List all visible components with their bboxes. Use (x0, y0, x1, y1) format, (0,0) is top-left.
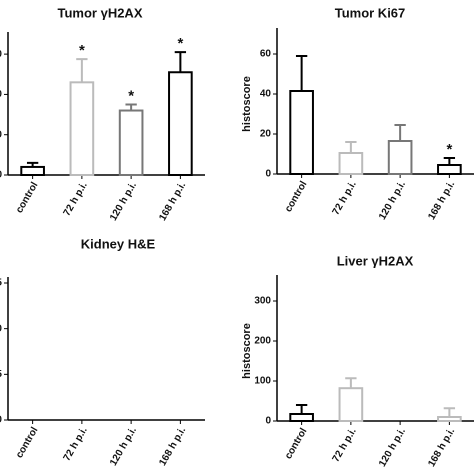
error-bar (345, 141, 357, 153)
error-bar (394, 124, 406, 141)
x-tick-label: 168 h p.i. (426, 179, 457, 222)
x-tick-label: 168 h p.i. (157, 425, 188, 468)
chart-title: Liver γH2AX (337, 253, 414, 268)
error-bar (443, 407, 456, 417)
chart-title: Tumor Ki67 (335, 5, 406, 20)
x-tick-label: 168 h p.i. (426, 426, 457, 469)
y-axis-label: histoscore (241, 323, 253, 379)
y-tick-label: 0 (0, 170, 2, 181)
y-axis-label: histoscore (241, 76, 253, 132)
x-tick-label: 72 h p.i. (331, 426, 359, 464)
chart-title: Kidney H&E (81, 236, 156, 251)
chart-title: Tumor γH2AX (58, 5, 143, 20)
y-tick-label: 100 (254, 376, 271, 387)
x-tick-label: control (14, 180, 41, 215)
x-tick-label: control (283, 179, 310, 214)
error-bar (295, 404, 308, 414)
error-bar (76, 58, 88, 83)
bar (338, 387, 364, 423)
bar (338, 152, 364, 175)
x-tick-label: 120 h p.i. (108, 180, 139, 223)
y-tick-label: 0 (265, 169, 271, 180)
bar (437, 164, 462, 175)
significance-marker: * (446, 141, 452, 158)
bar (437, 416, 462, 422)
error-bar (125, 103, 137, 111)
y-tick-label: 40 (260, 89, 272, 100)
x-tick-label: control (283, 426, 310, 461)
x-tick-label: 120 h p.i. (108, 425, 139, 468)
y-tick-label: 40 (0, 89, 2, 100)
x-tick-label: 72 h p.i. (62, 425, 90, 463)
bar (69, 81, 95, 176)
x-tick-label: 72 h p.i. (62, 180, 90, 218)
bar (118, 109, 144, 176)
bar (289, 413, 314, 422)
error-bar (443, 157, 456, 165)
y-tick-label: 20 (0, 129, 2, 140)
x-tick-label: 120 h p.i. (377, 426, 408, 469)
y-tick-label: 200 (254, 336, 271, 347)
y-tick-label: 1.5 (0, 278, 2, 289)
y-tick-label: 0.0 (0, 415, 2, 426)
y-tick-label: 1.0 (0, 323, 2, 334)
error-bar (295, 55, 308, 91)
x-tick-label: 72 h p.i. (331, 179, 359, 217)
y-tick-label: 20 (260, 129, 272, 140)
bar (387, 140, 413, 175)
x-tick-label: control (14, 425, 41, 460)
x-tick-label: 168 h p.i. (157, 180, 188, 223)
bar (20, 165, 45, 177)
x-tick-label: 120 h p.i. (377, 179, 408, 222)
bar (168, 71, 193, 176)
significance-marker: * (79, 42, 85, 59)
y-tick-label: 60 (260, 49, 272, 60)
significance-marker: * (177, 35, 183, 52)
y-tick-label: 0.5 (0, 369, 2, 380)
error-bar (26, 161, 39, 167)
significance-marker: * (128, 87, 134, 104)
y-tick-label: 60 (0, 49, 2, 60)
error-bar (345, 377, 357, 389)
y-tick-label: 300 (254, 296, 271, 307)
error-bar (174, 51, 187, 73)
y-tick-label: 0 (265, 416, 271, 427)
bar (289, 90, 314, 175)
